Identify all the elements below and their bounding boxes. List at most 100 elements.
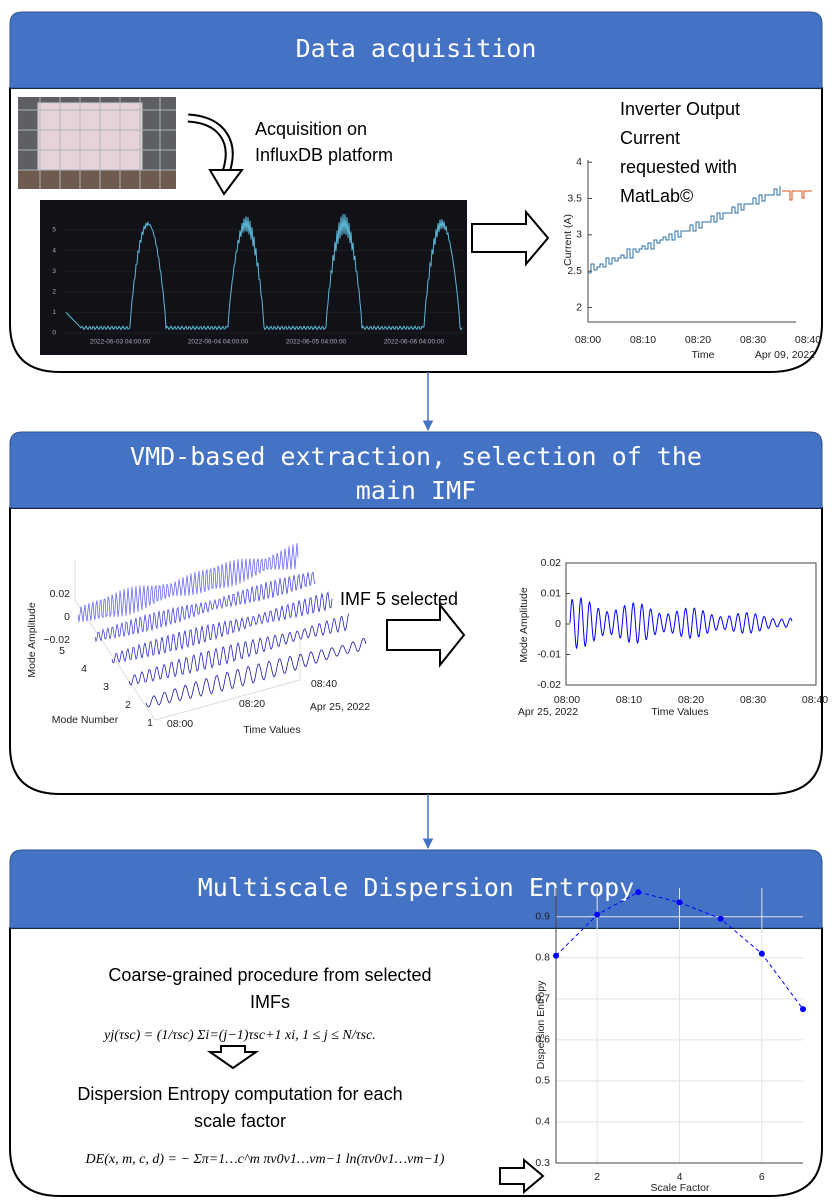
label: Inverter Output [620, 99, 740, 119]
mode-ribbon [77, 542, 299, 623]
label: 3 [576, 229, 582, 241]
pv-photo [18, 97, 176, 189]
label: 3 [52, 268, 56, 275]
label: 5 [59, 645, 65, 657]
entropy-point [594, 911, 601, 918]
label: Multiscale Dispersion Entropy [198, 873, 635, 902]
label: 2 [52, 289, 56, 296]
label: 2022-06-06 04:00:00 [384, 339, 445, 346]
label: 5 [52, 227, 56, 234]
entropy-point [676, 899, 683, 906]
axes [555, 888, 803, 1164]
label: IMFs [250, 992, 290, 1012]
entropy-point [717, 915, 724, 922]
label: requested with [620, 157, 737, 177]
label: 0.01 [541, 587, 562, 599]
label: yj(τsc) = (1/τsc) Σi=(j−1)τsc+1 xi, 1 ≤ … [102, 1028, 376, 1043]
label: 2 [576, 301, 582, 313]
label: Current [620, 128, 680, 148]
label: 3.5 [567, 192, 582, 204]
entropy-point [800, 1006, 806, 1013]
outline-arrow [499, 1157, 545, 1195]
imf-signal [569, 596, 793, 650]
label: 0.5 [535, 1075, 550, 1087]
label: 08:30 [740, 694, 766, 706]
label: -0.01 [537, 648, 561, 660]
label: Dispersion Entropy [535, 980, 547, 1069]
label: 1 [52, 309, 56, 316]
label: 0 [555, 618, 561, 630]
label: 08:40 [802, 694, 828, 706]
label: Coarse-grained procedure from selected [108, 965, 431, 985]
label: -0.02 [537, 679, 561, 691]
label: 6 [759, 1171, 765, 1183]
label: Apr 09, 2022 [755, 349, 815, 361]
curved-arrow [187, 113, 244, 196]
label: 2 [125, 699, 131, 711]
label: 2 [594, 1171, 600, 1183]
label: Time Values [651, 706, 708, 718]
label: Dispersion Entropy computation for each [77, 1084, 402, 1104]
label: 2022-06-04 04:00:00 [188, 339, 249, 346]
label: 08:40 [311, 678, 337, 690]
panel-header [9, 11, 823, 89]
label: main IMF [356, 476, 476, 505]
panel-header [9, 849, 823, 929]
outline-arrow [386, 602, 466, 668]
label: 0.9 [535, 911, 550, 923]
label: Mode Number [52, 714, 119, 726]
label: 4 [677, 1171, 683, 1183]
influx-signal [65, 213, 463, 331]
mode-ribbon [145, 637, 367, 708]
label: 0.02 [541, 557, 562, 569]
label: Apr 25, 2022 [518, 706, 578, 718]
entropy-point [553, 952, 559, 959]
label: Scale Factor [651, 1182, 710, 1194]
label: 08:00 [554, 694, 580, 706]
outline-arrow [471, 209, 550, 267]
current-signal-end [782, 190, 812, 201]
label: MatLab© [620, 186, 693, 206]
label: 1 [147, 717, 153, 729]
label: 4 [576, 156, 582, 168]
label: 2022-06-05 04:00:00 [286, 339, 347, 346]
label: Data acquisition [296, 34, 537, 63]
label: −0.02 [43, 634, 70, 646]
entropy-point [758, 950, 765, 957]
label: 0.8 [535, 952, 550, 964]
label: scale factor [194, 1111, 286, 1131]
label: 08:20 [239, 698, 265, 710]
influx-chart-bg [40, 200, 467, 355]
label: 08:10 [630, 334, 656, 346]
panel-body [9, 927, 823, 1197]
label: 0.4 [535, 1116, 550, 1128]
label: 08:20 [685, 334, 711, 346]
label: 2022-06-03 04:00:00 [90, 339, 151, 346]
mode-ribbon [111, 591, 333, 664]
label: 4 [52, 247, 56, 254]
label: Mode Amplitude [26, 602, 38, 677]
mode-ribbon [94, 571, 316, 643]
axes [587, 160, 796, 323]
label: 08:00 [575, 334, 601, 346]
label: 0.6 [535, 1034, 550, 1046]
label: 0.3 [535, 1157, 550, 1169]
label: 08:40 [795, 334, 821, 346]
current-signal [588, 186, 781, 274]
entropy-point [635, 889, 642, 896]
label: Time [692, 349, 715, 361]
label: 4 [81, 663, 87, 675]
label: Acquisition on [255, 119, 367, 139]
label: Time Values [243, 724, 300, 736]
label: 0 [52, 330, 56, 337]
label: InfluxDB platform [255, 145, 393, 165]
outline-arrow [206, 1045, 260, 1070]
label: 08:10 [616, 694, 642, 706]
label: IMF 5 selected [340, 589, 458, 609]
label: VMD-based extraction, selection of the [130, 442, 702, 471]
label: 08:30 [740, 334, 766, 346]
label: Current (A) [562, 214, 574, 266]
box-3d [74, 560, 301, 721]
label: Mode Amplitude [518, 587, 530, 662]
